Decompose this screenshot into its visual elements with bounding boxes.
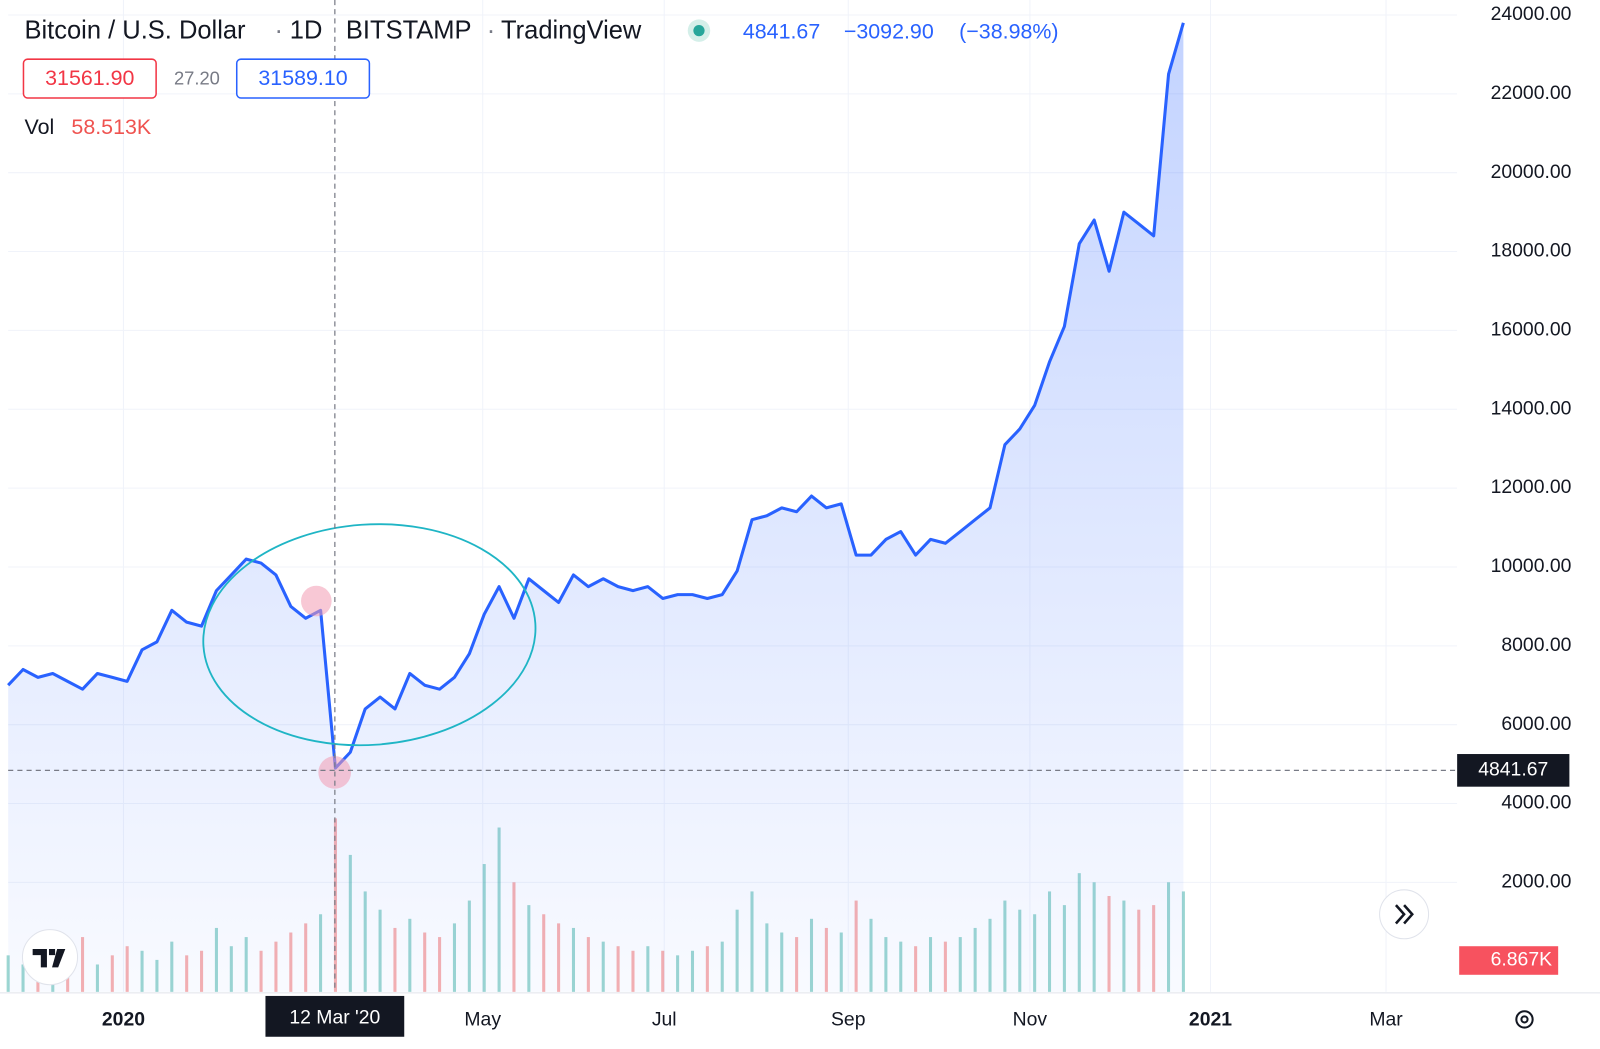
y-tick-label: 18000.00 bbox=[1491, 240, 1572, 262]
interval: 1D bbox=[290, 16, 323, 44]
ask: 31589.10 bbox=[258, 66, 347, 90]
crosshair bbox=[8, 0, 1458, 992]
crosshair-value: 4841.67 bbox=[743, 19, 820, 43]
y-tick-label: 2000.00 bbox=[1501, 871, 1571, 893]
crosshair-price-label: 4841.67 bbox=[1478, 758, 1548, 780]
y-tick-label: 4000.00 bbox=[1501, 792, 1571, 814]
y-tick-label: 6000.00 bbox=[1501, 713, 1571, 735]
status-dot bbox=[693, 25, 705, 37]
volume-bar bbox=[1181, 891, 1185, 992]
change-pct: (−38.98%) bbox=[959, 19, 1058, 43]
y-tick-label: 14000.00 bbox=[1491, 397, 1572, 419]
y-tick-label: 22000.00 bbox=[1491, 82, 1572, 104]
area-fill bbox=[8, 22, 1184, 992]
volume-last-label: 6.867K bbox=[1491, 949, 1552, 971]
y-tick-label: 12000.00 bbox=[1491, 476, 1572, 498]
crosshair-date-box bbox=[265, 995, 405, 1037]
tv-logo[interactable] bbox=[21, 929, 79, 986]
x-tick-label: 2020 bbox=[102, 1009, 145, 1031]
price-axis-bg bbox=[1457, 0, 1600, 1049]
crosshair-price-box bbox=[1457, 754, 1570, 787]
bid: 31561.90 bbox=[45, 66, 134, 90]
title: Bitcoin / U.S. Dollar bbox=[24, 16, 246, 44]
exchange: BITSTAMP bbox=[346, 16, 472, 44]
x-tick-label: Nov bbox=[1013, 1009, 1048, 1031]
volume-last-box bbox=[1459, 946, 1559, 975]
x-tick-label: May bbox=[464, 1009, 501, 1031]
bid-box[interactable] bbox=[22, 58, 157, 99]
crosshair-date-label: 12 Mar '20 bbox=[289, 1007, 380, 1029]
y-tick-label: 16000.00 bbox=[1491, 319, 1572, 341]
scroll-button[interactable] bbox=[1379, 889, 1430, 940]
spread: 27.20 bbox=[174, 67, 220, 88]
sep: · bbox=[487, 16, 495, 44]
price-line bbox=[7, 22, 1185, 770]
y-tick-label: 10000.00 bbox=[1491, 555, 1572, 577]
time-axis-bg bbox=[0, 993, 1600, 1049]
source: TradingView bbox=[501, 16, 642, 44]
y-tick-label: 24000.00 bbox=[1491, 3, 1572, 25]
highlight-dot bbox=[301, 585, 332, 617]
x-tick-label: Mar bbox=[1369, 1009, 1403, 1031]
ask-box[interactable] bbox=[235, 58, 371, 99]
change: −3092.90 bbox=[844, 19, 934, 43]
sep: · bbox=[274, 16, 282, 44]
settings-icon[interactable] bbox=[1515, 1010, 1534, 1029]
header: Bitcoin / U.S. Dollar · 1D BITSTAMP · Tr… bbox=[22, 16, 1059, 139]
x-tick-label: 2021 bbox=[1189, 1009, 1232, 1031]
x-tick-label: Jul bbox=[652, 1009, 677, 1031]
x-tick-label: Sep bbox=[831, 1009, 865, 1031]
price-pane bbox=[7, 22, 1185, 992]
y-tick-label: 8000.00 bbox=[1501, 634, 1571, 656]
volume-label: Vol bbox=[24, 115, 54, 139]
y-tick-label: 20000.00 bbox=[1491, 161, 1572, 183]
hand-drawn-ellipse bbox=[202, 523, 537, 747]
volume-value: 58.513K bbox=[71, 115, 151, 139]
axes: 2000.00 4000.00 6000.00 8000.00 10000.00 1200… bbox=[102, 3, 1572, 1037]
